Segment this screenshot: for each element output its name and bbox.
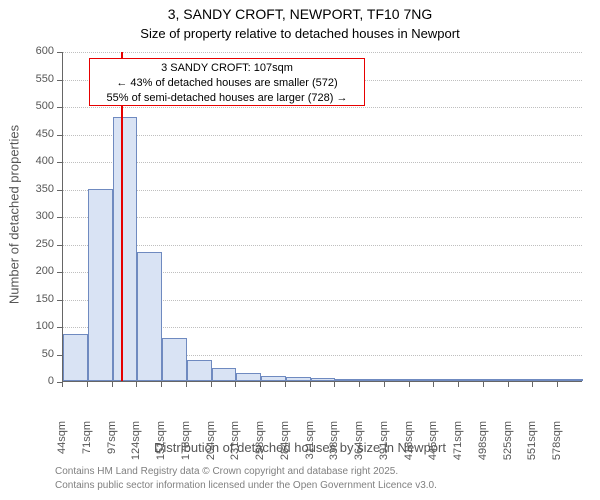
gridline [63, 217, 582, 218]
x-tick [409, 382, 410, 387]
x-tick [235, 382, 236, 387]
x-tick [532, 382, 533, 387]
x-tick [334, 382, 335, 387]
histogram-bar [286, 377, 311, 381]
annotation-box: 3 SANDY CROFT: 107sqm ← 43% of detached … [89, 58, 365, 106]
x-tick [310, 382, 311, 387]
y-axis-title: Number of detached properties [7, 50, 22, 380]
attribution-line1: Contains HM Land Registry data © Crown c… [55, 465, 437, 479]
x-tick [62, 382, 63, 387]
annotation-line3: 55% of semi-detached houses are larger (… [90, 91, 364, 106]
histogram-bar [88, 189, 113, 382]
histogram-bar [63, 334, 88, 381]
x-tick [87, 382, 88, 387]
y-tick-label: 350 [22, 183, 54, 195]
y-tick-label: 450 [22, 128, 54, 140]
annotation-line2: ← 43% of detached houses are smaller (57… [90, 76, 364, 91]
y-tick-label: 500 [22, 100, 54, 112]
histogram-bar [360, 379, 385, 381]
x-tick [186, 382, 187, 387]
histogram-bar [459, 379, 484, 381]
chart-container: 3, SANDY CROFT, NEWPORT, TF10 7NG Size o… [0, 0, 600, 500]
y-tick-label: 600 [22, 45, 54, 57]
y-tick [57, 217, 62, 218]
attribution: Contains HM Land Registry data © Crown c… [55, 465, 437, 492]
chart-title-line1: 3, SANDY CROFT, NEWPORT, TF10 7NG [0, 6, 600, 22]
histogram-bar [137, 252, 162, 381]
x-tick [285, 382, 286, 387]
histogram-bar [509, 379, 534, 381]
y-tick [57, 245, 62, 246]
gridline [63, 190, 582, 191]
x-tick [458, 382, 459, 387]
y-tick [57, 107, 62, 108]
chart-title-line2: Size of property relative to detached ho… [0, 26, 600, 41]
x-tick [136, 382, 137, 387]
y-tick [57, 190, 62, 191]
histogram-bar [410, 379, 435, 381]
histogram-bar [434, 379, 459, 381]
histogram-bar [311, 378, 336, 381]
plot-area: 3 SANDY CROFT: 107sqm ← 43% of detached … [62, 52, 582, 382]
histogram-bar [162, 338, 187, 381]
x-tick [384, 382, 385, 387]
histogram-bar [558, 379, 583, 381]
y-tick [57, 272, 62, 273]
attribution-line2: Contains public sector information licen… [55, 479, 437, 493]
y-tick [57, 355, 62, 356]
histogram-bar [187, 360, 212, 381]
gridline [63, 107, 582, 108]
y-tick-label: 200 [22, 265, 54, 277]
x-tick [112, 382, 113, 387]
x-tick [483, 382, 484, 387]
y-tick-label: 50 [22, 348, 54, 360]
histogram-bar [533, 379, 558, 381]
y-tick [57, 52, 62, 53]
y-tick [57, 162, 62, 163]
x-tick [161, 382, 162, 387]
y-tick [57, 80, 62, 81]
histogram-bar [212, 368, 237, 381]
y-tick-label: 0 [22, 375, 54, 387]
y-tick-label: 300 [22, 210, 54, 222]
x-tick [260, 382, 261, 387]
histogram-bar [236, 373, 261, 381]
y-tick [57, 327, 62, 328]
annotation-line1: 3 SANDY CROFT: 107sqm [90, 61, 364, 76]
gridline [63, 162, 582, 163]
y-tick [57, 300, 62, 301]
x-axis-title: Distribution of detached houses by size … [0, 440, 600, 455]
y-tick-label: 400 [22, 155, 54, 167]
y-tick [57, 135, 62, 136]
x-tick [557, 382, 558, 387]
histogram-bar [335, 379, 360, 381]
y-tick-label: 150 [22, 293, 54, 305]
histogram-bar [385, 379, 410, 381]
x-tick [508, 382, 509, 387]
x-tick [433, 382, 434, 387]
gridline [63, 135, 582, 136]
histogram-bar [261, 376, 286, 382]
gridline [63, 52, 582, 53]
histogram-bar [484, 379, 509, 381]
histogram-bar [113, 117, 138, 381]
x-tick [359, 382, 360, 387]
gridline [63, 245, 582, 246]
x-tick [211, 382, 212, 387]
y-tick-label: 250 [22, 238, 54, 250]
y-tick-label: 550 [22, 73, 54, 85]
y-tick-label: 100 [22, 320, 54, 332]
